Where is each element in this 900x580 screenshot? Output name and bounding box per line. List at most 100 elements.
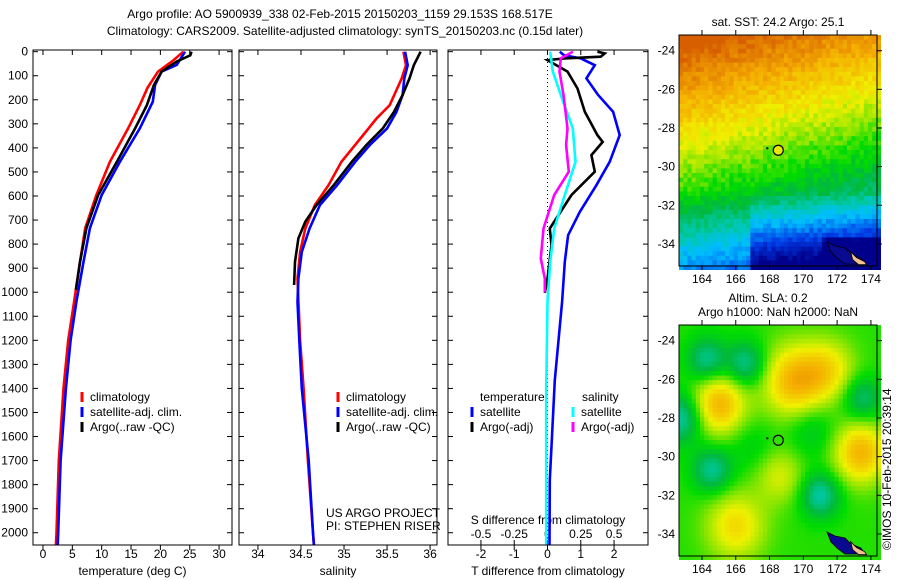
map-cell <box>742 329 747 335</box>
map-cell <box>796 435 802 441</box>
map-cell <box>729 453 734 459</box>
map-cell <box>754 421 760 427</box>
map-cell <box>863 58 869 63</box>
map-cell <box>779 555 785 560</box>
map-cell <box>809 472 814 478</box>
map-cell <box>838 338 844 344</box>
map-cell <box>725 486 730 491</box>
map-cell <box>775 338 781 344</box>
map-cell <box>851 361 856 367</box>
legend-label: satellite <box>480 405 521 419</box>
map-cell <box>830 407 835 413</box>
map-cell <box>817 417 823 422</box>
map-cell <box>729 463 734 468</box>
map-cell <box>695 177 701 183</box>
map-cell <box>721 219 726 224</box>
map-cell <box>855 53 860 59</box>
map-cell <box>683 453 688 459</box>
map-cell <box>809 53 814 59</box>
map-cell <box>729 481 734 487</box>
map-cell <box>763 522 768 528</box>
map-cell <box>767 458 772 464</box>
map-cell <box>679 150 684 155</box>
map-cell <box>842 504 848 510</box>
map-cell <box>771 53 776 59</box>
map-cell <box>712 380 718 386</box>
map-cell <box>704 163 709 169</box>
x-tick-label: 25 <box>183 547 197 561</box>
map-cell <box>758 481 764 487</box>
legend-label: climatology <box>346 390 406 404</box>
map-cell <box>721 154 726 160</box>
map-cell <box>683 44 688 50</box>
map-cell <box>712 371 718 376</box>
map-cell <box>687 495 692 501</box>
map-cell <box>763 389 768 395</box>
map-cell <box>708 541 713 547</box>
map-cell <box>716 104 722 109</box>
map-cell <box>754 518 760 524</box>
map-cell <box>721 398 726 404</box>
map-cell <box>695 394 701 399</box>
map-cell <box>813 173 818 178</box>
map-cell <box>679 545 684 551</box>
map-cell <box>716 186 722 192</box>
map-cell <box>830 53 835 59</box>
map-cell <box>721 518 726 524</box>
map-cell <box>784 467 789 473</box>
map-cell <box>805 352 810 358</box>
map-cell <box>851 518 856 524</box>
map-cell <box>842 430 848 436</box>
map-cell <box>729 338 734 344</box>
map-cell <box>817 509 823 514</box>
map-cell <box>737 421 743 427</box>
map-cell <box>758 458 764 464</box>
map-cell <box>704 380 709 386</box>
map-cell <box>842 122 848 128</box>
map-cell <box>750 205 755 211</box>
map-cell <box>851 495 856 501</box>
map-cell <box>813 394 818 399</box>
map-cell <box>687 458 692 464</box>
title-line-2: Climatology: CARS2009. Satellite-adjuste… <box>107 24 583 38</box>
map-cell <box>809 76 814 82</box>
map-cell <box>855 136 860 142</box>
map-cell <box>767 94 772 100</box>
map-cell <box>784 209 789 215</box>
map-cell <box>830 108 835 114</box>
map-cell <box>826 191 831 197</box>
map-cell <box>851 108 856 114</box>
map-cell <box>716 389 722 395</box>
map-cell <box>687 191 692 197</box>
map-cell <box>754 71 760 77</box>
map-cell <box>708 163 713 169</box>
map-cell <box>792 58 797 63</box>
map-cell <box>767 108 772 114</box>
map-cell <box>687 490 692 496</box>
map-cell <box>742 90 747 96</box>
map-cell <box>784 541 789 547</box>
map-cell <box>809 361 814 367</box>
map-cell <box>838 449 844 455</box>
map-cell <box>737 85 743 91</box>
map-cell <box>704 196 709 201</box>
map-cell <box>855 191 860 197</box>
map-cell <box>855 375 860 381</box>
map-cell <box>834 371 839 376</box>
map-cell <box>725 522 730 528</box>
map-cell <box>725 228 730 234</box>
map-cell <box>704 403 709 409</box>
map-cell <box>796 361 802 367</box>
map-cell <box>859 35 865 40</box>
map-cell <box>763 357 768 363</box>
map-cell <box>851 329 856 335</box>
map-cell <box>683 177 688 183</box>
map-cell <box>796 518 802 524</box>
map-cell <box>746 398 751 404</box>
lon-tick-label: 174 <box>861 272 881 286</box>
map-cell <box>805 90 810 96</box>
map-cell <box>737 384 743 390</box>
map-cell <box>796 338 802 344</box>
map-cell <box>830 214 835 220</box>
map-cell <box>788 205 793 211</box>
